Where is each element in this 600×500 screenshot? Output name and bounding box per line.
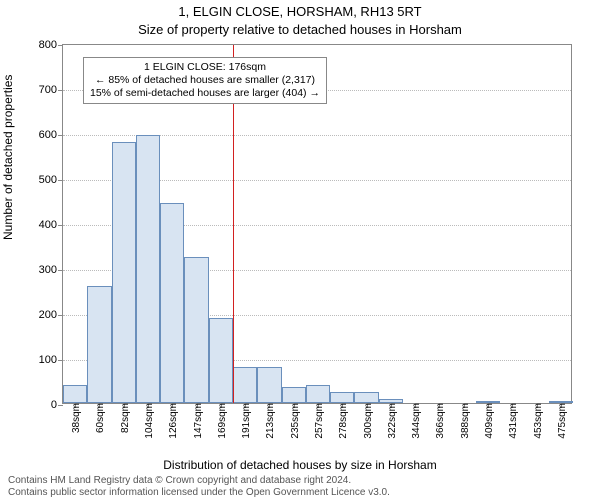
x-axis-label: Distribution of detached houses by size … [0, 458, 600, 472]
y-tick-label: 500 [39, 174, 57, 186]
x-tick-label: 278sqm [338, 403, 349, 439]
y-tick-mark [58, 225, 63, 226]
x-tick-label: 126sqm [168, 403, 179, 439]
y-tick-mark [58, 90, 63, 91]
x-tick-label: 60sqm [95, 403, 106, 433]
plot-area: 1 ELGIN CLOSE: 176sqm ← 85% of detached … [62, 44, 572, 404]
title-main: 1, ELGIN CLOSE, HORSHAM, RH13 5RT [0, 4, 600, 19]
y-tick-label: 800 [39, 39, 57, 51]
y-tick-mark [58, 135, 63, 136]
x-tick-label: 344sqm [411, 403, 422, 439]
bar [160, 203, 184, 403]
x-tick-label: 322sqm [387, 403, 398, 439]
bar [282, 387, 306, 403]
x-tick-label: 409sqm [484, 403, 495, 439]
bar [63, 385, 87, 403]
y-tick-label: 700 [39, 84, 57, 96]
y-tick-mark [58, 270, 63, 271]
x-tick-label: 38sqm [71, 403, 82, 433]
x-tick-label: 453sqm [533, 403, 544, 439]
attribution-line-2: Contains public sector information licen… [8, 487, 592, 499]
y-tick-mark [58, 180, 63, 181]
x-tick-label: 147sqm [193, 403, 204, 439]
y-tick-mark [58, 360, 63, 361]
y-tick-label: 0 [51, 399, 57, 411]
annotation-line-1: 1 ELGIN CLOSE: 176sqm [90, 61, 320, 74]
y-tick-mark [58, 45, 63, 46]
y-tick-label: 600 [39, 129, 57, 141]
x-tick-label: 388sqm [460, 403, 471, 439]
annotation-line-3: 15% of semi-detached houses are larger (… [90, 87, 320, 100]
x-tick-label: 169sqm [217, 403, 228, 439]
y-tick-label: 300 [39, 264, 57, 276]
title-sub: Size of property relative to detached ho… [0, 22, 600, 37]
x-tick-label: 235sqm [290, 403, 301, 439]
y-tick-label: 400 [39, 219, 57, 231]
bar [87, 286, 111, 403]
bar [136, 135, 160, 403]
bar [330, 392, 354, 403]
x-tick-label: 475sqm [557, 403, 568, 439]
bar [233, 367, 257, 403]
x-tick-label: 191sqm [241, 403, 252, 439]
y-tick-label: 200 [39, 309, 57, 321]
y-axis-label: Number of detached properties [1, 75, 15, 240]
y-tick-mark [58, 315, 63, 316]
x-tick-label: 366sqm [435, 403, 446, 439]
x-tick-label: 431sqm [508, 403, 519, 439]
attribution: Contains HM Land Registry data © Crown c… [8, 475, 592, 498]
bar [112, 142, 136, 403]
annotation-box: 1 ELGIN CLOSE: 176sqm ← 85% of detached … [83, 57, 327, 104]
attribution-line-1: Contains HM Land Registry data © Crown c… [8, 475, 592, 487]
bar [257, 367, 281, 403]
x-tick-label: 257sqm [314, 403, 325, 439]
y-tick-label: 100 [39, 354, 57, 366]
bar [306, 385, 330, 403]
bar [354, 392, 378, 403]
figure: 1, ELGIN CLOSE, HORSHAM, RH13 5RT Size o… [0, 0, 600, 500]
bar [184, 257, 208, 403]
x-tick-label: 82sqm [120, 403, 131, 433]
bar [209, 318, 233, 404]
plot-frame: 1 ELGIN CLOSE: 176sqm ← 85% of detached … [62, 44, 572, 404]
annotation-line-2: ← 85% of detached houses are smaller (2,… [90, 74, 320, 87]
x-tick-label: 104sqm [144, 403, 155, 439]
x-tick-label: 213sqm [265, 403, 276, 439]
x-tick-label: 300sqm [363, 403, 374, 439]
y-tick-mark [58, 405, 63, 406]
